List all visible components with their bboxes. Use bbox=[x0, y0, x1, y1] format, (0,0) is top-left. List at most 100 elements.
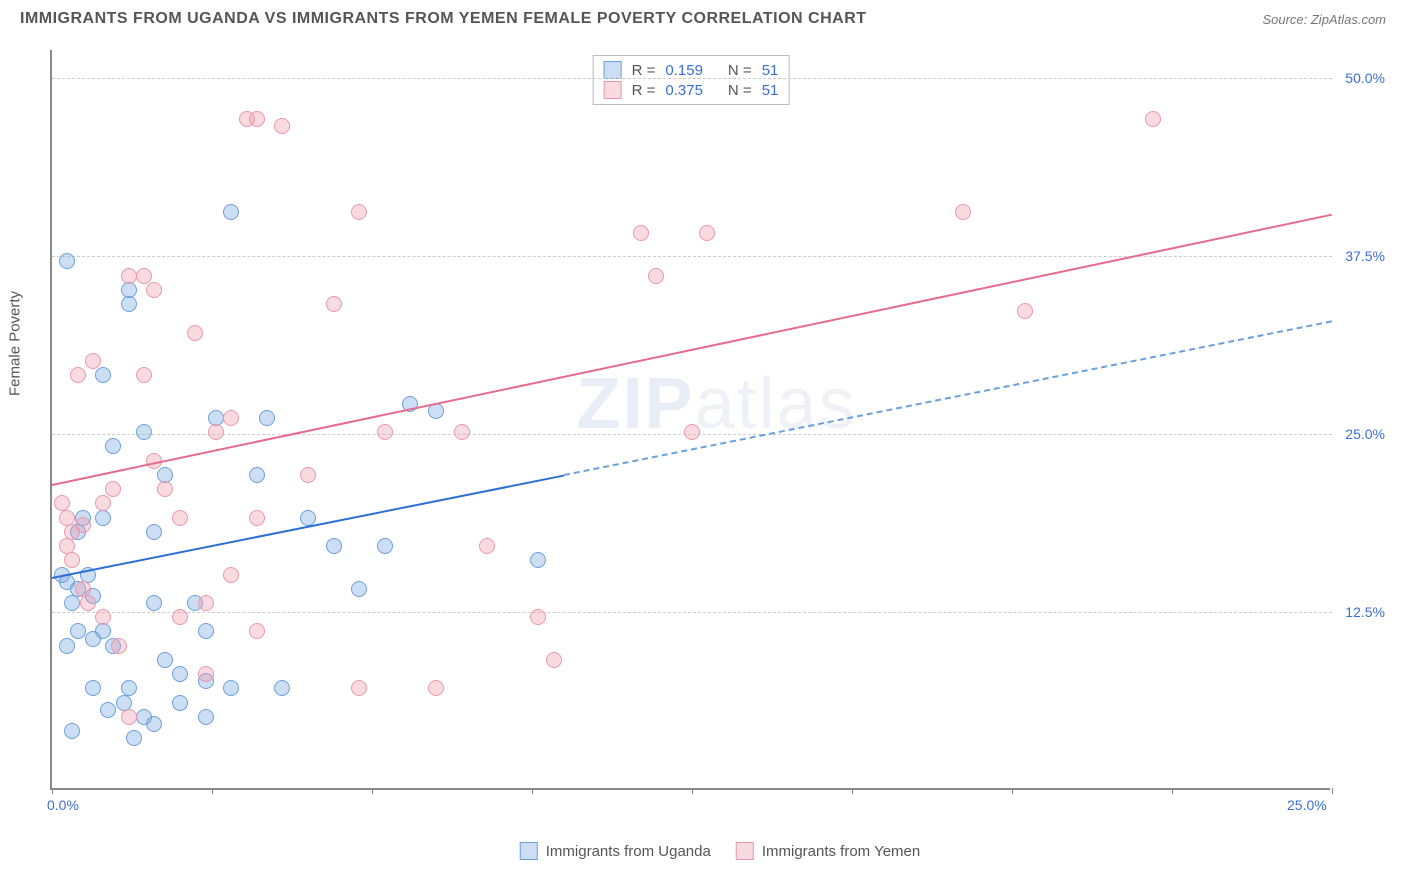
data-point bbox=[274, 118, 290, 134]
data-point bbox=[136, 367, 152, 383]
data-point bbox=[223, 680, 239, 696]
n-label: N = bbox=[728, 62, 752, 79]
data-point bbox=[351, 581, 367, 597]
data-point bbox=[300, 467, 316, 483]
data-point bbox=[530, 552, 546, 568]
data-point bbox=[80, 595, 96, 611]
data-point bbox=[198, 666, 214, 682]
data-point bbox=[146, 282, 162, 298]
legend-label: Immigrants from Uganda bbox=[546, 843, 711, 860]
data-point bbox=[479, 538, 495, 554]
data-point bbox=[249, 111, 265, 127]
data-point bbox=[172, 609, 188, 625]
data-point bbox=[64, 595, 80, 611]
data-point bbox=[249, 510, 265, 526]
data-point bbox=[105, 438, 121, 454]
data-point bbox=[121, 709, 137, 725]
data-point bbox=[172, 695, 188, 711]
data-point bbox=[198, 595, 214, 611]
data-point bbox=[70, 367, 86, 383]
data-point bbox=[157, 652, 173, 668]
r-label: R = bbox=[632, 82, 656, 99]
x-tick-mark bbox=[1172, 788, 1173, 794]
data-point bbox=[111, 638, 127, 654]
data-point bbox=[136, 424, 152, 440]
gridline bbox=[52, 256, 1332, 257]
data-point bbox=[121, 296, 137, 312]
data-point bbox=[70, 623, 86, 639]
x-tick-mark bbox=[1012, 788, 1013, 794]
gridline bbox=[52, 612, 1332, 613]
n-label: N = bbox=[728, 82, 752, 99]
data-point bbox=[146, 716, 162, 732]
data-point bbox=[223, 567, 239, 583]
data-point bbox=[351, 204, 367, 220]
x-tick-mark bbox=[1332, 788, 1333, 794]
data-point bbox=[1017, 303, 1033, 319]
legend-label: Immigrants from Yemen bbox=[762, 843, 920, 860]
data-point bbox=[648, 268, 664, 284]
n-value: 51 bbox=[762, 82, 779, 99]
n-value: 51 bbox=[762, 62, 779, 79]
x-tick-label: 0.0% bbox=[47, 797, 79, 813]
data-point bbox=[249, 623, 265, 639]
x-tick-mark bbox=[212, 788, 213, 794]
data-point bbox=[64, 552, 80, 568]
data-point bbox=[699, 225, 715, 241]
data-point bbox=[59, 253, 75, 269]
r-value: 0.375 bbox=[665, 82, 703, 99]
data-point bbox=[377, 424, 393, 440]
trend-line bbox=[52, 474, 564, 578]
data-point bbox=[300, 510, 316, 526]
x-tick-mark bbox=[372, 788, 373, 794]
x-tick-mark bbox=[532, 788, 533, 794]
data-point bbox=[172, 666, 188, 682]
source-label: Source: ZipAtlas.com bbox=[1262, 12, 1386, 27]
data-point bbox=[95, 510, 111, 526]
legend-stats-row: R = 0.375 N = 51 bbox=[604, 80, 779, 100]
data-point bbox=[95, 495, 111, 511]
legend-swatch bbox=[604, 81, 622, 99]
x-tick-label: 25.0% bbox=[1287, 797, 1327, 813]
data-point bbox=[351, 680, 367, 696]
data-point bbox=[428, 680, 444, 696]
y-tick-label: 25.0% bbox=[1345, 426, 1385, 442]
data-point bbox=[223, 410, 239, 426]
legend-swatch bbox=[520, 842, 538, 860]
data-point bbox=[187, 325, 203, 341]
legend-stats-row: R =0.159N =51 bbox=[604, 60, 779, 80]
data-point bbox=[198, 623, 214, 639]
y-tick-label: 37.5% bbox=[1345, 248, 1385, 264]
r-label: R = bbox=[632, 62, 656, 79]
data-point bbox=[157, 481, 173, 497]
legend-bottom: Immigrants from Uganda Immigrants from Ye… bbox=[520, 842, 920, 860]
data-point bbox=[121, 268, 137, 284]
data-point bbox=[259, 410, 275, 426]
legend-item: Immigrants from Yemen bbox=[736, 842, 920, 860]
y-tick-label: 50.0% bbox=[1345, 70, 1385, 86]
data-point bbox=[85, 680, 101, 696]
data-point bbox=[684, 424, 700, 440]
data-point bbox=[95, 623, 111, 639]
data-point bbox=[59, 638, 75, 654]
data-point bbox=[326, 296, 342, 312]
data-point bbox=[208, 424, 224, 440]
y-axis-label: Female Poverty bbox=[7, 291, 24, 396]
watermark: ZIPatlas bbox=[576, 363, 856, 445]
trend-line bbox=[52, 214, 1332, 486]
x-tick-mark bbox=[852, 788, 853, 794]
chart-container: Female Poverty ZIPatlas R =0.159N =51R =… bbox=[50, 50, 1390, 830]
data-point bbox=[100, 702, 116, 718]
data-point bbox=[223, 204, 239, 220]
data-point bbox=[955, 204, 971, 220]
data-point bbox=[126, 730, 142, 746]
data-point bbox=[454, 424, 470, 440]
legend-swatch bbox=[736, 842, 754, 860]
plot-area: ZIPatlas R =0.159N =51R =0.375N =51 12.5… bbox=[50, 50, 1330, 790]
data-point bbox=[274, 680, 290, 696]
chart-title: IMMIGRANTS FROM UGANDA VS IMMIGRANTS FRO… bbox=[20, 10, 867, 28]
data-point bbox=[95, 609, 111, 625]
data-point bbox=[172, 510, 188, 526]
data-point bbox=[198, 709, 214, 725]
data-point bbox=[105, 481, 121, 497]
